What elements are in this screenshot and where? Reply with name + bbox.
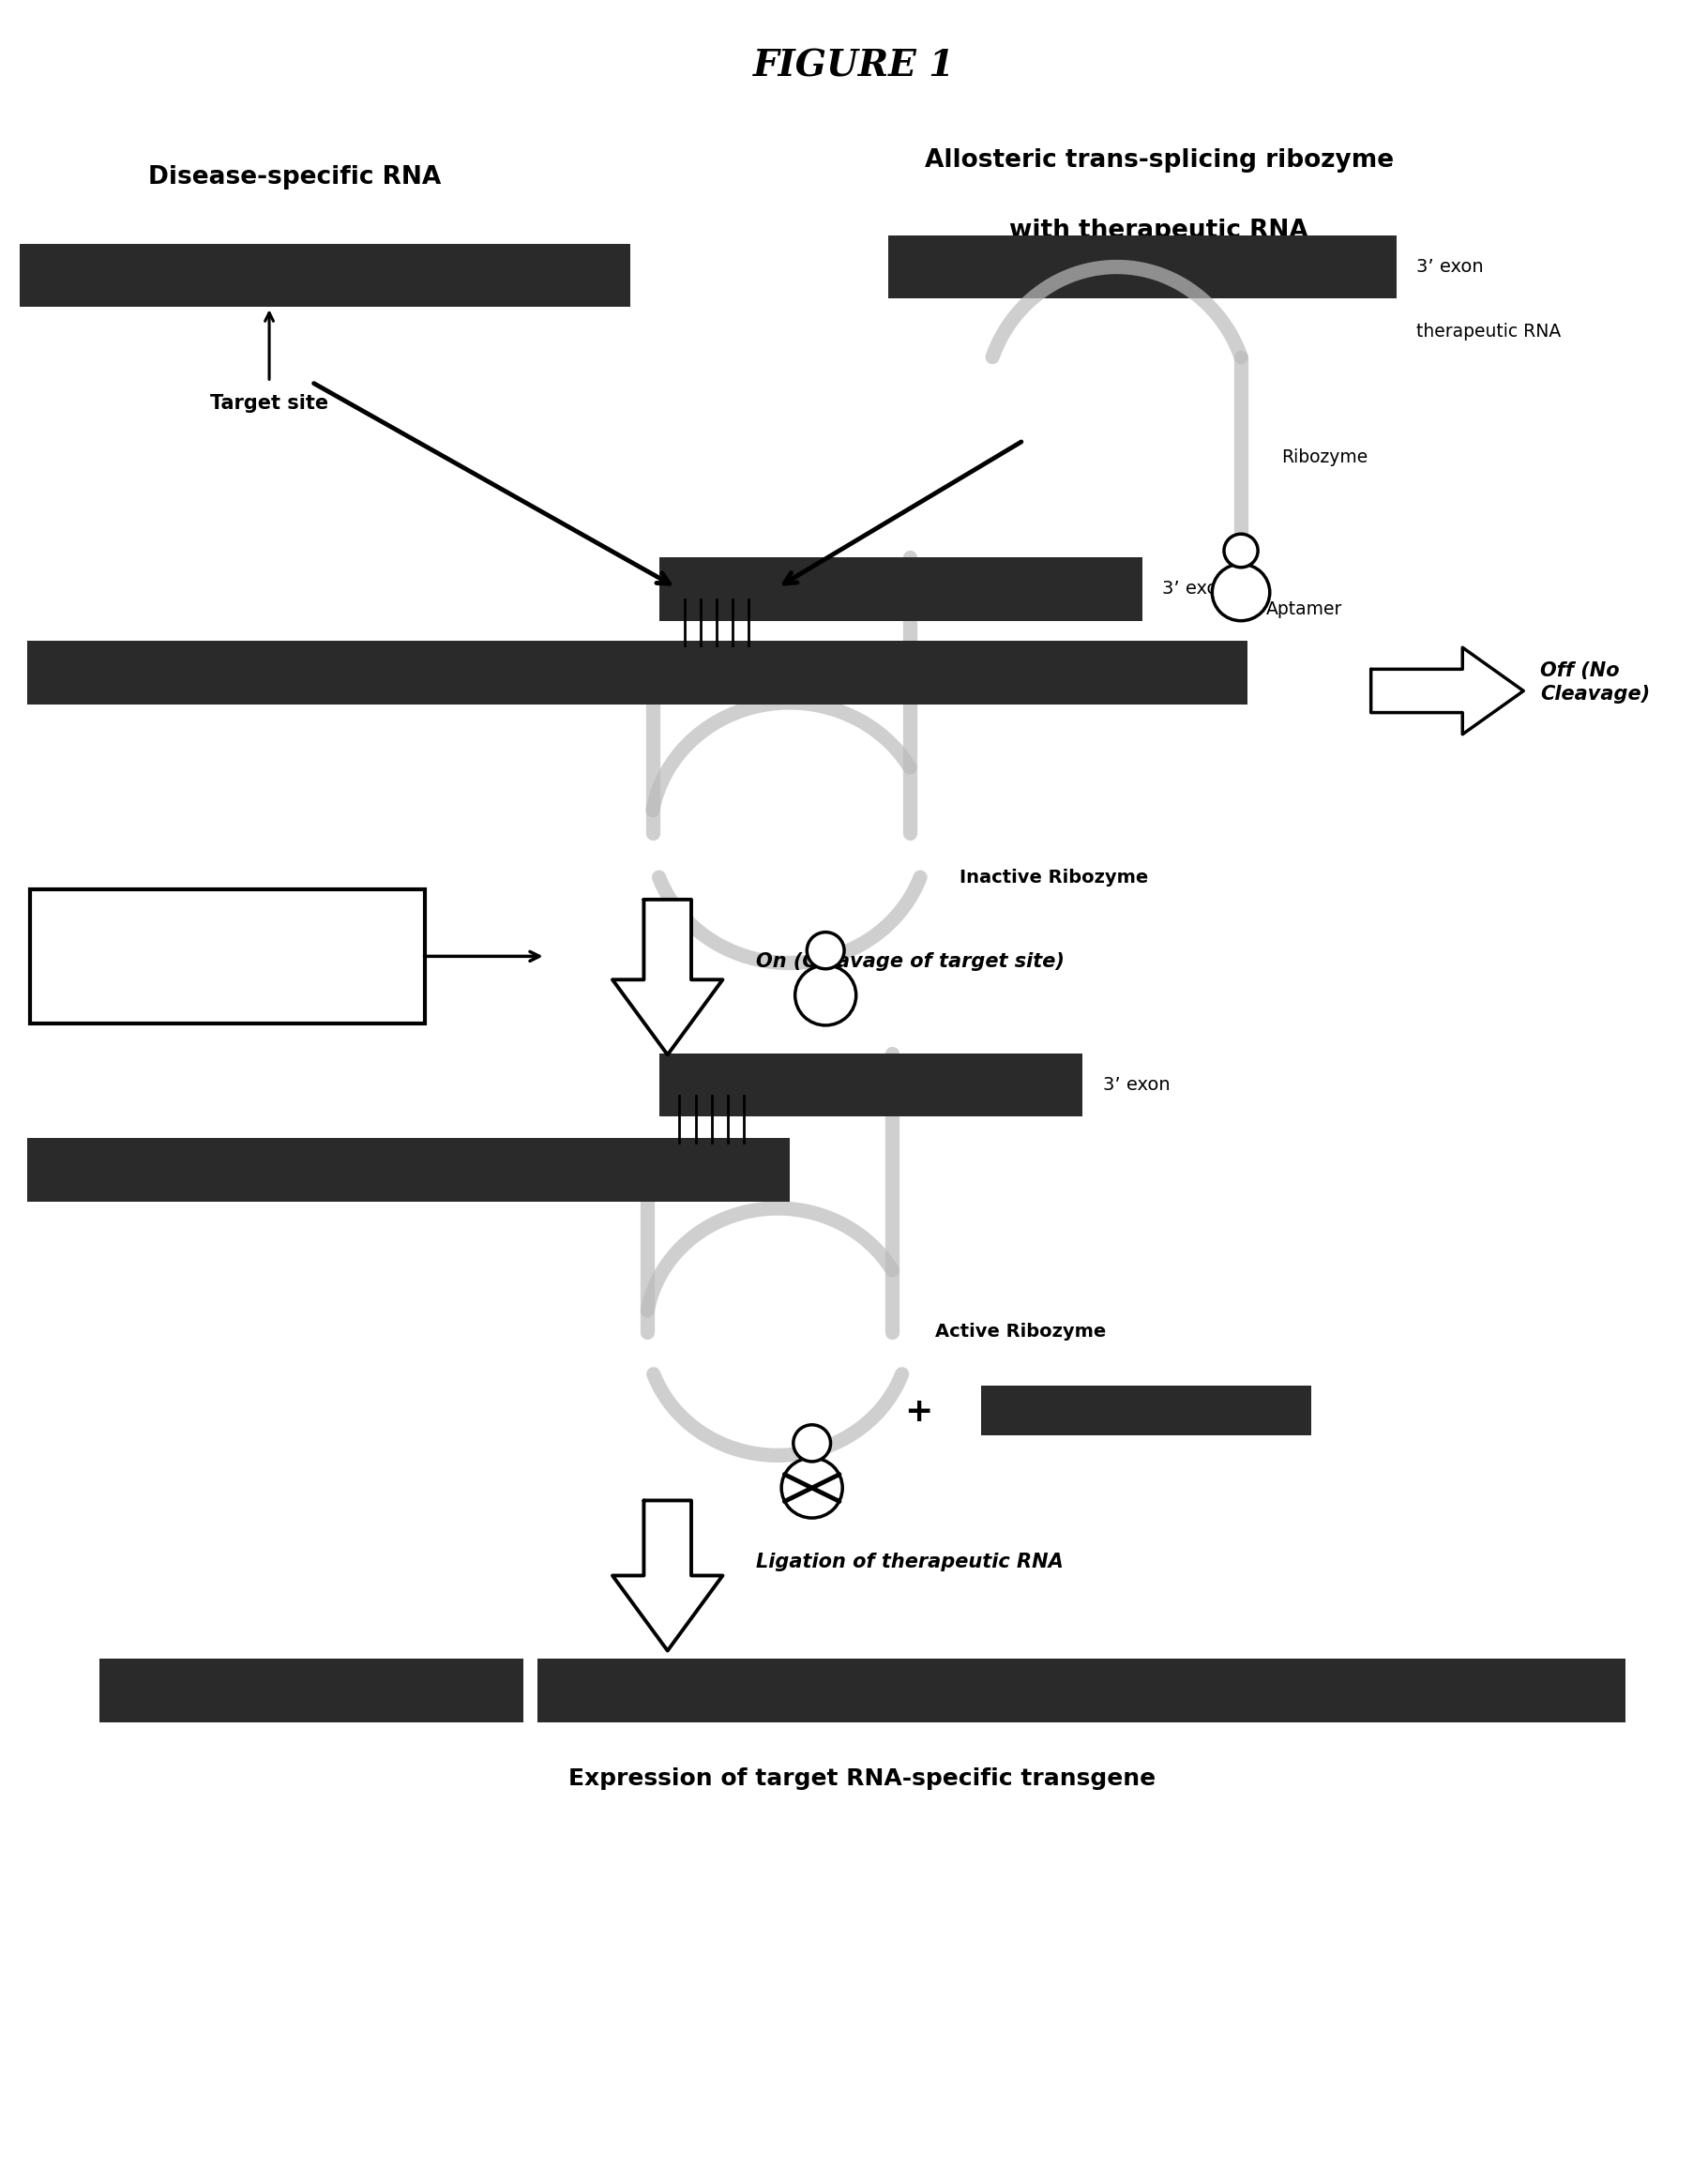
Bar (659, 557, 1143, 620)
Text: Off (No
Cleavage): Off (No Cleavage) (1541, 661, 1650, 703)
Text: FIGURE 1: FIGURE 1 (753, 48, 955, 83)
Bar (99, 1659, 1626, 1722)
Text: +: + (904, 1397, 933, 1428)
Circle shape (806, 932, 844, 969)
Text: Allosteric trans-splicing ribozyme: Allosteric trans-splicing ribozyme (924, 148, 1394, 172)
Text: Active Ribozyme: Active Ribozyme (936, 1323, 1107, 1340)
Circle shape (1225, 535, 1257, 568)
Text: with therapeutic RNA: with therapeutic RNA (1009, 218, 1308, 242)
Text: On (Cleavage of target site): On (Cleavage of target site) (755, 952, 1064, 971)
Bar (980, 1386, 1312, 1436)
Text: Expression of target RNA-specific transgene: Expression of target RNA-specific transg… (569, 1768, 1156, 1790)
Bar (20, 244, 630, 308)
Text: 3’ exon: 3’ exon (1416, 258, 1484, 275)
Bar (659, 1052, 1083, 1116)
Text: Ligand X: Ligand X (164, 943, 292, 969)
Text: Disease-specific RNA: Disease-specific RNA (149, 166, 441, 190)
Circle shape (794, 965, 856, 1026)
Polygon shape (613, 899, 722, 1054)
Bar (27, 1137, 789, 1201)
Circle shape (1213, 563, 1269, 620)
Text: 3’ exon: 3’ exon (1163, 581, 1230, 598)
Text: 3’ exon: 3’ exon (1103, 1076, 1170, 1094)
Bar (27, 642, 1247, 705)
Text: therapeutic RNA: therapeutic RNA (1416, 323, 1561, 341)
Circle shape (793, 1425, 830, 1463)
Polygon shape (613, 1500, 722, 1650)
Text: Ligation of therapeutic RNA: Ligation of therapeutic RNA (755, 1552, 1062, 1572)
Polygon shape (1372, 648, 1524, 733)
Text: Target site: Target site (210, 393, 328, 413)
Text: Ribozyme: Ribozyme (1281, 448, 1368, 467)
Text: Inactive Ribozyme: Inactive Ribozyme (960, 869, 1148, 886)
Circle shape (782, 1458, 842, 1517)
Text: Aptamer: Aptamer (1266, 600, 1342, 618)
Bar (888, 236, 1397, 299)
Bar (523, 1659, 536, 1722)
FancyBboxPatch shape (31, 888, 425, 1024)
